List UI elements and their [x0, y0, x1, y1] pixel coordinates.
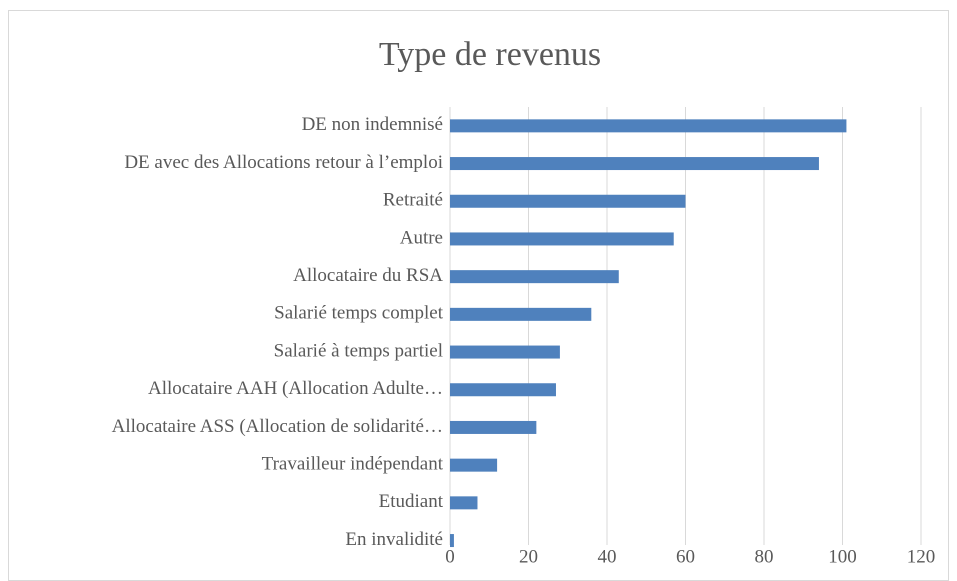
bar — [450, 534, 454, 548]
bar — [450, 157, 819, 171]
y-tick-label: Travailleur indépendant — [262, 454, 444, 475]
y-tick-label: En invalidité — [345, 529, 443, 550]
bar — [450, 458, 498, 472]
x-tick-label: 0 — [445, 546, 455, 567]
y-tick-label: Allocataire du RSA — [293, 265, 443, 286]
y-tick-label: DE avec des Allocations retour à l’emplo… — [124, 152, 443, 173]
bar — [450, 194, 686, 208]
bar — [450, 496, 478, 510]
y-tick-label: Salarié à temps partiel — [274, 340, 443, 361]
y-tick-label: Retraité — [383, 190, 443, 211]
bar — [450, 307, 592, 321]
chart-frame — [8, 10, 949, 581]
x-tick-label: 20 — [519, 546, 538, 567]
x-tick-label: 120 — [907, 546, 936, 567]
bar — [450, 232, 674, 246]
bar — [450, 270, 619, 284]
y-tick-label: Etudiant — [379, 491, 444, 512]
x-tick-label: 100 — [828, 546, 857, 567]
x-tick-label: 80 — [755, 546, 774, 567]
y-tick-label: Salarié temps complet — [274, 303, 444, 324]
y-tick-label: Allocataire AAH (Allocation Adulte… — [148, 378, 443, 399]
x-tick-label: 40 — [598, 546, 617, 567]
bar — [450, 420, 537, 434]
bar — [450, 383, 556, 397]
bar — [450, 119, 847, 133]
y-tick-label: Autre — [400, 227, 443, 248]
y-tick-label: DE non indemnisé — [302, 114, 443, 135]
chart-title: Type de revenus — [379, 36, 601, 73]
y-tick-label: Allocataire ASS (Allocation de solidarit… — [112, 416, 443, 437]
x-tick-label: 60 — [676, 546, 695, 567]
bar — [450, 345, 560, 359]
